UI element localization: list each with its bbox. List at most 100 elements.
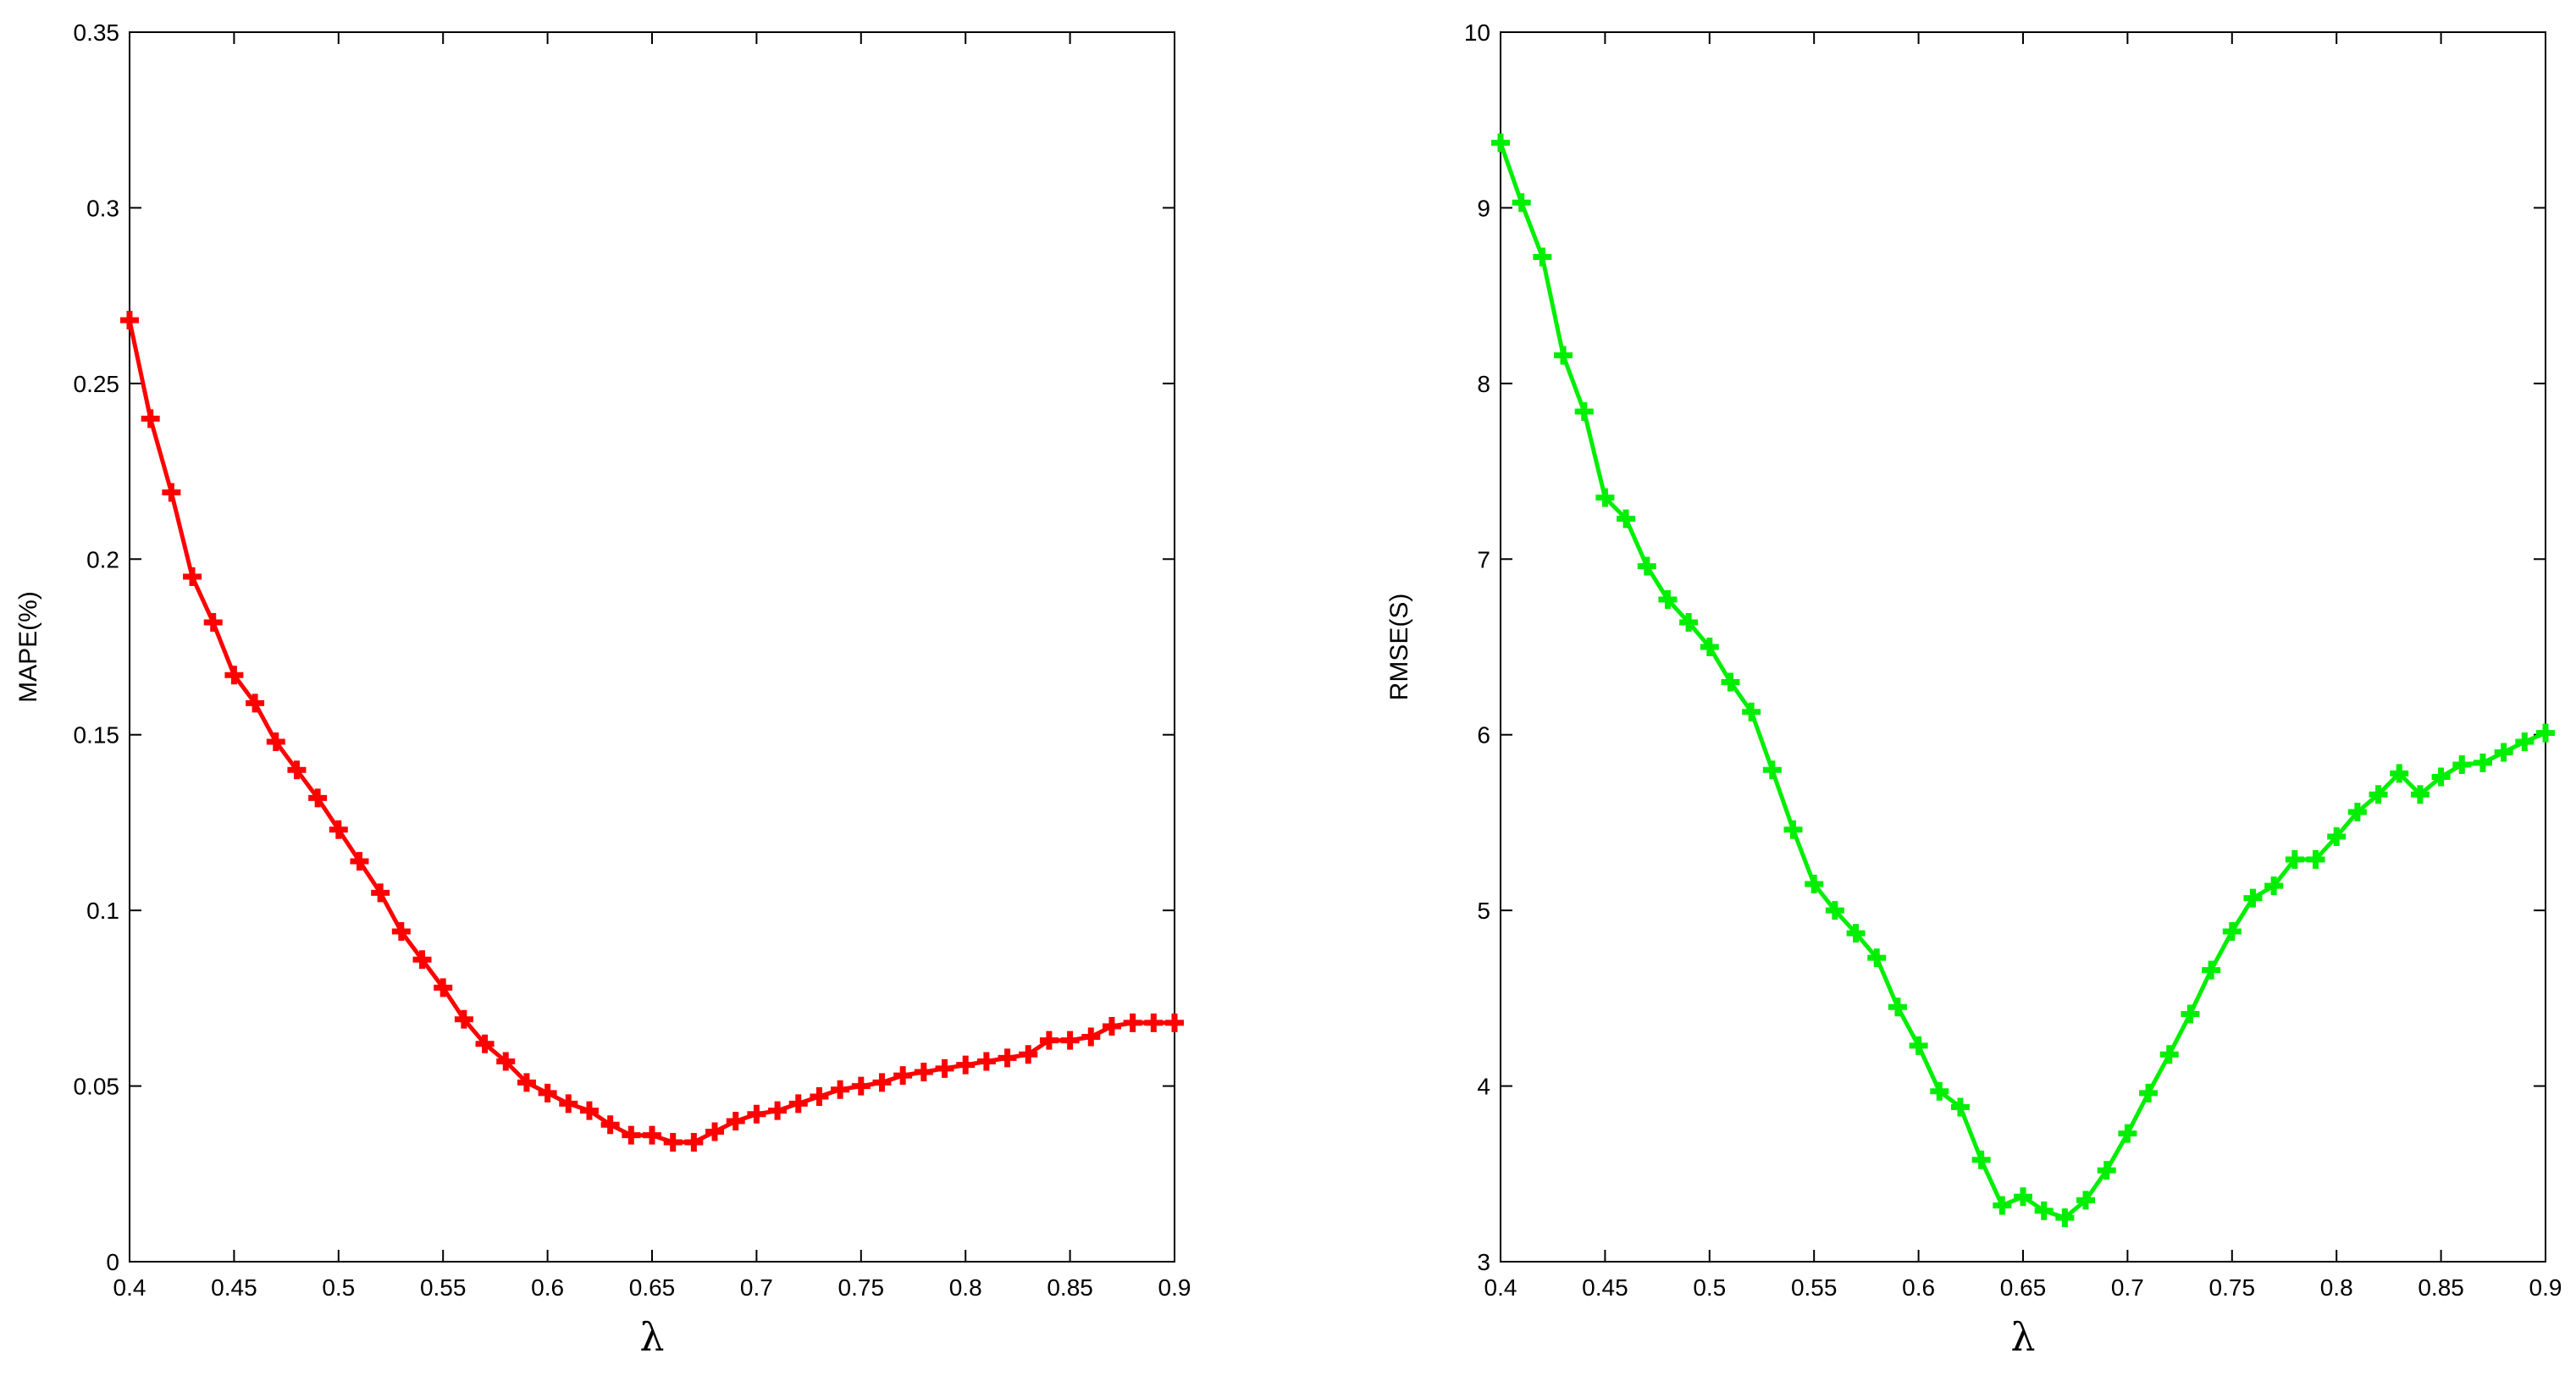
data-point <box>2390 764 2409 783</box>
y-tick-label: 0.25 <box>74 371 120 397</box>
x-tick-label: 0.9 <box>2529 1274 2562 1301</box>
data-point <box>2202 960 2221 980</box>
data-point <box>350 852 369 871</box>
series-line <box>1498 141 2546 1220</box>
x-tick-label: 0.85 <box>1047 1274 1093 1301</box>
data-point <box>893 1066 913 1086</box>
data-point <box>976 1052 996 1071</box>
data-point <box>1019 1045 1038 1064</box>
data-point <box>1950 1097 1970 1117</box>
x-tick-label: 0.55 <box>1791 1274 1838 1301</box>
x-tick-label: 0.45 <box>211 1274 257 1301</box>
data-point <box>1825 901 1844 920</box>
data-point <box>2159 1045 2179 1064</box>
chart-1: 0.4 0.45 0.5 0.55 0.6 0.65 0.7 0.75 0.8 0.85 0.9 0 0… <box>14 19 1191 1360</box>
data-point <box>726 1112 745 1131</box>
data-point <box>1846 924 1866 943</box>
data-point <box>2014 1187 2032 1207</box>
data-point <box>684 1132 704 1152</box>
y-tick-label: 0.35 <box>74 19 120 46</box>
data-point <box>434 978 453 997</box>
data-point <box>914 1062 933 1081</box>
data-point <box>956 1055 976 1075</box>
data-point <box>643 1125 661 1145</box>
data-point <box>308 788 328 808</box>
y-axis-label: RMSE(S) <box>1385 594 1413 701</box>
data-point <box>120 311 139 330</box>
data-point <box>203 612 223 632</box>
x-tick-label: 0.9 <box>1158 1274 1191 1301</box>
chart-2: 0.4 0.45 0.5 0.55 0.6 0.65 0.7 0.75 0.8 0.85 0.9 3 4… <box>1385 19 2562 1360</box>
y-tick-label: 9 <box>1477 195 1490 221</box>
y-tick-label: 0.1 <box>86 898 119 924</box>
data-point <box>1637 556 1656 576</box>
x-tick-label: 0.85 <box>2418 1274 2464 1301</box>
x-tick-label: 0.8 <box>2320 1274 2353 1301</box>
data-point <box>2076 1191 2096 1210</box>
x-tick-label: 0.8 <box>949 1274 982 1301</box>
data-point <box>872 1073 892 1092</box>
x-tick-label: 0.45 <box>1582 1274 1628 1301</box>
data-point <box>475 1034 495 1053</box>
y-axis-label: MAPE(%) <box>14 591 42 703</box>
data-point <box>1721 672 1740 692</box>
data-point <box>998 1048 1017 1068</box>
data-point <box>622 1125 641 1145</box>
y-tick-label: 0.15 <box>74 722 120 749</box>
x-tick-label: 0.65 <box>2000 1274 2047 1301</box>
y-tick-label: 0.3 <box>86 195 119 221</box>
x-tick-label: 0.7 <box>740 1274 773 1301</box>
data-point <box>1742 702 1761 721</box>
data-point <box>1617 509 1636 528</box>
data-point <box>1762 760 1782 780</box>
data-point <box>579 1101 599 1120</box>
data-point <box>2243 888 2263 908</box>
data-point <box>2347 802 2367 821</box>
y-tick-label: 6 <box>1477 722 1490 749</box>
y-tick-label: 10 <box>1464 19 1490 46</box>
y-tick-label: 8 <box>1477 371 1490 397</box>
data-point <box>141 409 160 428</box>
data-point <box>246 694 265 713</box>
data-point <box>1533 247 1552 267</box>
y-tick-label: 3 <box>1477 1249 1490 1275</box>
x-tick-label: 0.6 <box>1902 1274 1935 1301</box>
data-point <box>266 732 285 752</box>
data-point <box>1679 612 1699 632</box>
data-point <box>1700 638 1719 656</box>
data-point <box>2494 743 2513 762</box>
data-point <box>224 666 244 685</box>
data-point <box>1102 1017 1121 1036</box>
x-tick-label: 0.75 <box>838 1274 885 1301</box>
data-point <box>768 1101 788 1120</box>
data-point <box>810 1087 829 1107</box>
data-point <box>1658 589 1678 609</box>
data-point <box>705 1122 725 1141</box>
y-tick-label: 0 <box>106 1249 119 1275</box>
data-point <box>391 922 411 942</box>
data-point <box>1123 1013 1142 1032</box>
data-point <box>538 1083 557 1102</box>
data-point <box>2473 753 2492 772</box>
x-tick-label: 0.4 <box>1484 1274 1517 1301</box>
data-point <box>2431 767 2451 787</box>
data-point <box>1595 488 1615 507</box>
y-tick-label: 0.05 <box>74 1074 120 1100</box>
series-line <box>127 319 1175 1145</box>
x-tick-label: 0.75 <box>2209 1274 2256 1301</box>
data-point <box>663 1132 683 1152</box>
data-point <box>2181 1004 2200 1024</box>
data-point <box>600 1115 620 1135</box>
data-point <box>329 820 348 839</box>
x-tick-label: 0.55 <box>420 1274 467 1301</box>
data-point <box>1971 1150 1991 1169</box>
x-tick-label: 0.4 <box>113 1274 146 1301</box>
data-point <box>1060 1031 1080 1050</box>
data-point <box>559 1094 578 1114</box>
data-point <box>2515 732 2535 752</box>
data-point <box>1888 997 1907 1017</box>
y-tick-label: 4 <box>1477 1074 1490 1100</box>
data-point <box>2264 876 2284 896</box>
data-point <box>2139 1083 2159 1102</box>
data-point <box>788 1094 808 1114</box>
